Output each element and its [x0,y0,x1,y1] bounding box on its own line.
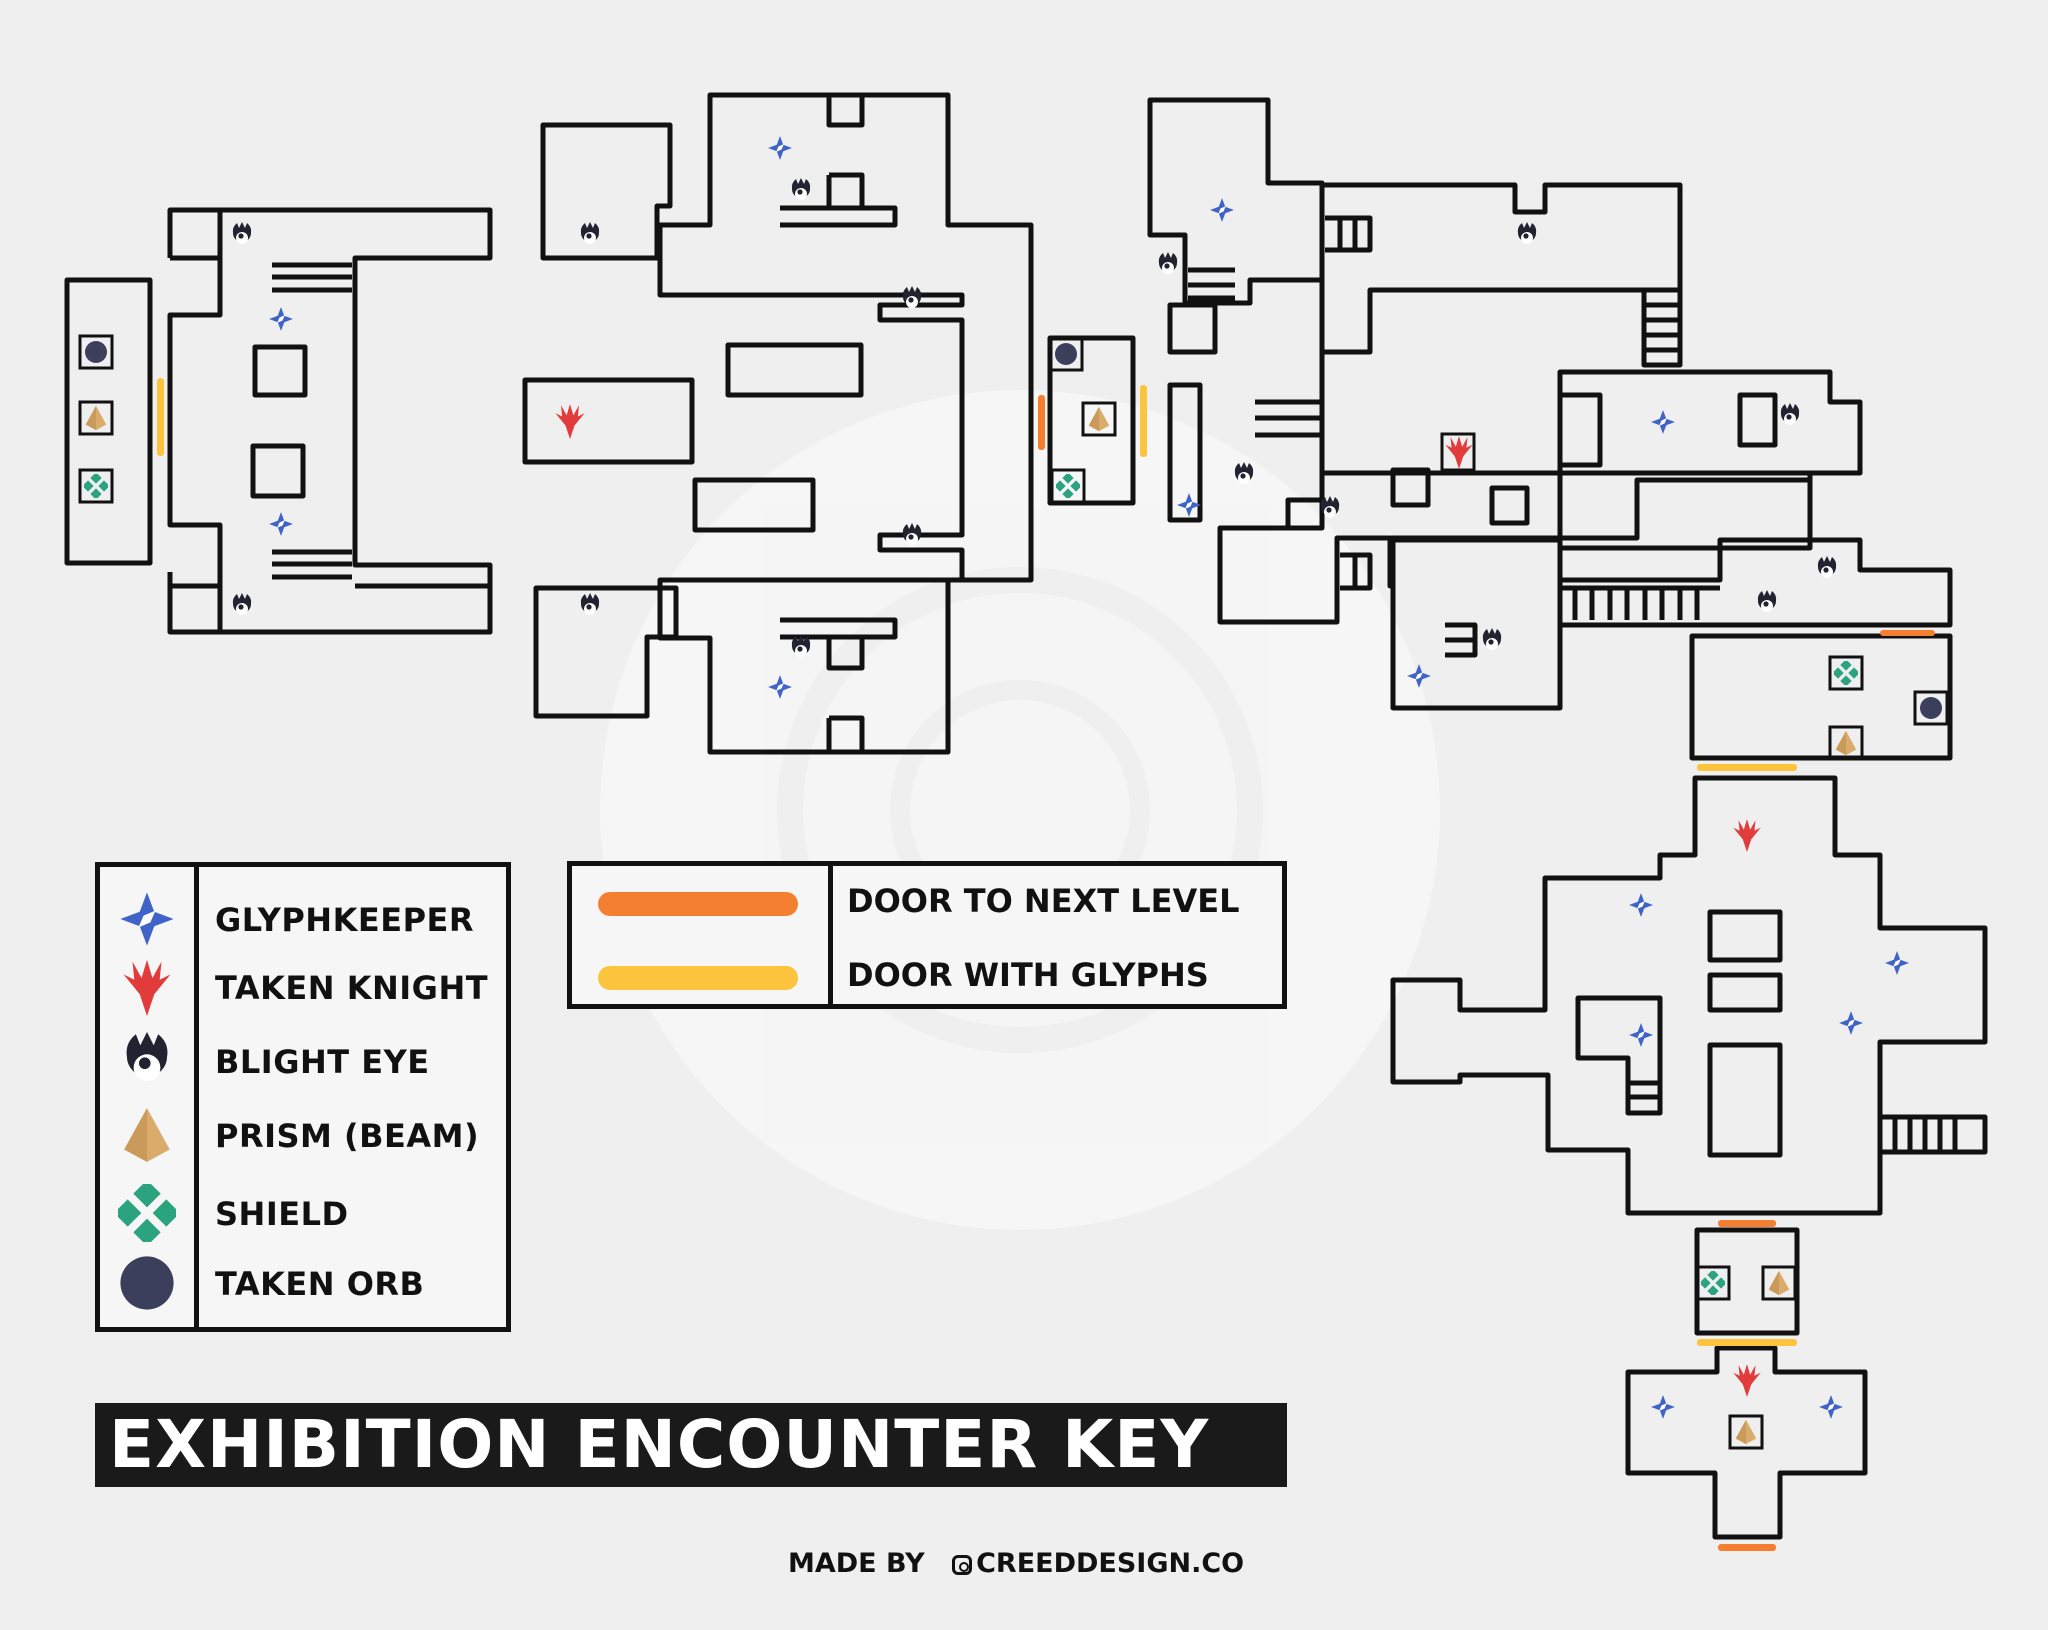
instagram-icon [952,1555,973,1575]
legend-row-taken-orb: TAKEN ORB [100,1249,506,1310]
legend-label-prism: PRISM (BEAM) [215,1117,480,1155]
right-complex-rooms [1047,97,1953,761]
door-glyphs-swatch [598,966,798,990]
doors [157,378,1935,1551]
legend-label-door-glyphs: DOOR WITH GLYPHS [847,956,1209,994]
page-title: EXHIBITION ENCOUNTER KEY [95,1403,1287,1487]
door-legend: DOOR TO NEXT LEVEL DOOR WITH GLYPHS [567,861,1287,1009]
legend-divider [194,867,199,1327]
legend-row-shield: SHIELD [100,1179,506,1242]
door-next-right [1880,630,1935,636]
legend-row-glyphkeeper: GLYPHKEEPER [100,885,506,946]
legend-row-blight-eye: BLIGHT EYE [100,1027,506,1087]
cross-chamber-rooms [1390,775,1988,1540]
door-next-swatch [598,892,798,916]
glyphkeeper-icon [120,892,174,946]
legend-label-taken-orb: TAKEN ORB [215,1265,425,1303]
shield-icon [118,1184,176,1242]
legend-row-prism: PRISM (BEAM) [100,1101,506,1162]
legend-row-taken-knight: TAKEN KNIGHT [100,953,506,1016]
credit-line: MADE BY CREEDDESIGN.CO [788,1548,1244,1579]
markers [78,136,1949,1450]
watermark-logo [600,390,1440,1230]
marker-legend: GLYPHKEEPER TAKEN KNIGHT BLIGHT EYE PRIS… [95,862,511,1332]
blight-eye-icon [126,1032,168,1082]
center-hall-rooms [522,92,1034,755]
taken-orb-icon [120,1256,174,1310]
door-next-cross [1718,1220,1776,1227]
legend-label-glyphkeeper: GLYPHKEEPER [215,901,475,939]
legend-label-taken-knight: TAKEN KNIGHT [215,969,489,1007]
door-glyphs-left [157,378,164,456]
door-glyphs-right [1140,385,1147,457]
door-next-center [1038,395,1045,450]
door-glyphs-bottom [1697,1339,1797,1346]
prism-icon [124,1108,170,1162]
legend-label-door-next: DOOR TO NEXT LEVEL [847,882,1240,920]
credit-handle-group: CREEDDESIGN.CO [952,1548,1244,1579]
credit-handle[interactable]: CREEDDESIGN.CO [976,1548,1245,1579]
door-glyphs-cross [1697,764,1797,771]
credit-prefix: MADE BY [788,1548,925,1579]
legend-label-blight-eye: BLIGHT EYE [215,1043,430,1081]
left-wing-rooms [64,207,493,635]
door-next-bottom [1718,1544,1776,1551]
legend-label-shield: SHIELD [215,1195,349,1233]
taken-knight-icon [123,959,171,1016]
legend-divider [828,866,833,1004]
